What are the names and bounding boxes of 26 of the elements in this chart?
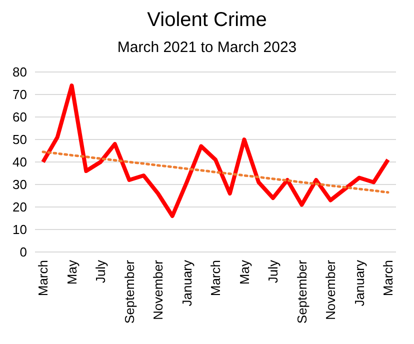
x-tick-label: January <box>352 260 367 306</box>
y-tick-label: 30 <box>12 177 27 192</box>
y-tick-label: 10 <box>12 222 27 238</box>
y-tick-label: 20 <box>12 200 27 215</box>
x-tick-label: September <box>122 259 137 324</box>
x-tick-label: January <box>179 260 194 306</box>
y-tick-label: 60 <box>12 110 27 125</box>
y-tick-label: 50 <box>12 132 27 148</box>
x-tick-label: November <box>150 259 166 320</box>
y-tick-label: 80 <box>12 64 27 80</box>
x-tick-label: May <box>64 260 80 285</box>
y-tick-label: 70 <box>12 87 27 102</box>
x-tick-label: September <box>294 259 310 324</box>
x-tick-label: March <box>380 260 396 296</box>
x-tick-label: May <box>236 260 252 285</box>
x-tick-label: November <box>323 259 338 320</box>
y-tick-label: 40 <box>12 154 27 170</box>
line-series <box>41 84 390 218</box>
chart-title: Violent Crime <box>147 9 267 31</box>
y-tick-label: 0 <box>20 244 27 260</box>
x-tick-label: March <box>208 260 224 296</box>
chart-subtitle: March 2021 to March 2023 <box>117 39 297 56</box>
x-tick-label: July <box>266 260 281 284</box>
x-tick-label: July <box>93 260 108 284</box>
line-series <box>42 150 390 194</box>
x-tick-label: March <box>36 260 51 296</box>
